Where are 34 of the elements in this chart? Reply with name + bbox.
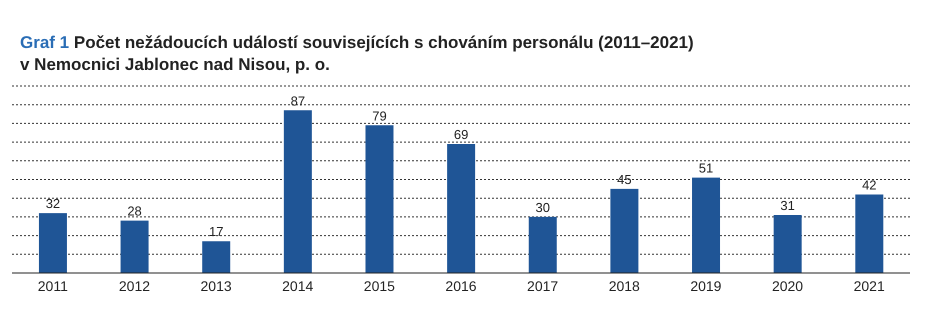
x-tick-label: 2019 bbox=[690, 278, 722, 294]
bar bbox=[692, 178, 720, 273]
bar bbox=[202, 241, 230, 273]
bar bbox=[774, 215, 802, 273]
bar bbox=[120, 220, 149, 273]
bar bbox=[365, 125, 394, 273]
x-tick-label: 2021 bbox=[854, 278, 885, 294]
chart-title: Graf 1 Počet nežádoucích událostí souvisejících s chováním personálu (2011–2021) v Nemocnici Jablonec nad Nisou, p. o. bbox=[20, 32, 695, 76]
data-label: 30 bbox=[536, 200, 550, 215]
data-label: 87 bbox=[290, 93, 306, 108]
data-label: 45 bbox=[617, 172, 632, 187]
x-tick-label: 2015 bbox=[364, 278, 396, 294]
x-tick-label: 2011 bbox=[38, 278, 68, 294]
x-tick-label: 2020 bbox=[772, 278, 804, 294]
x-tick-label: 2017 bbox=[527, 278, 558, 294]
data-label: 79 bbox=[372, 108, 387, 124]
bar bbox=[284, 110, 312, 273]
bar bbox=[38, 213, 67, 273]
data-label: 32 bbox=[46, 196, 60, 212]
bar bbox=[528, 216, 557, 273]
data-label: 17 bbox=[208, 224, 224, 240]
data-label: 28 bbox=[127, 204, 142, 219]
bar bbox=[855, 194, 884, 273]
data-label: 51 bbox=[698, 160, 714, 176]
x-tick-label: 2012 bbox=[118, 278, 150, 294]
data-label: 42 bbox=[862, 177, 877, 192]
x-tick-label: 2013 bbox=[200, 278, 232, 294]
x-tick-label: 2014 bbox=[282, 278, 314, 294]
bar bbox=[447, 144, 476, 273]
data-label: 69 bbox=[454, 126, 468, 142]
bar bbox=[610, 188, 638, 273]
x-tick-label: 2016 bbox=[445, 278, 477, 294]
data-label: 31 bbox=[780, 198, 795, 214]
x-tick-label: 2018 bbox=[608, 278, 640, 294]
